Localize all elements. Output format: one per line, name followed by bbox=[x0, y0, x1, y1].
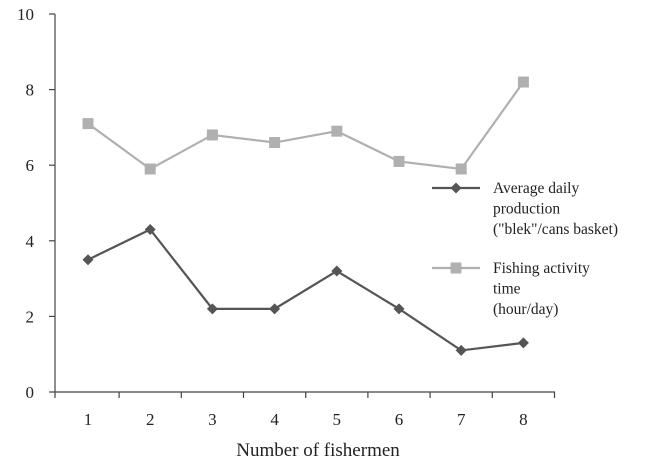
x-tick-label: 5 bbox=[333, 410, 342, 429]
legend: Average daily production ("blek"/cans bask… bbox=[432, 180, 618, 318]
series-fishing-activity-time bbox=[82, 76, 529, 175]
x-tick-label: 4 bbox=[270, 410, 279, 429]
y-tick-label: 8 bbox=[26, 81, 35, 100]
series-layer bbox=[82, 76, 529, 356]
data-point bbox=[393, 303, 405, 315]
data-point bbox=[206, 129, 218, 141]
data-point bbox=[517, 337, 529, 349]
series-line bbox=[87, 81, 525, 171]
y-tick-label: 2 bbox=[26, 307, 35, 326]
legend-item: Fishing activity time (hour/day) bbox=[432, 260, 590, 318]
legend-swatch-marker bbox=[450, 262, 462, 274]
legend-label: Fishing activity bbox=[493, 260, 590, 277]
x-tick-label: 8 bbox=[519, 410, 528, 429]
x-axis-title: Number of fishermen bbox=[236, 440, 400, 461]
x-axis-ticks: 1 2 3 4 5 6 7 8 bbox=[54, 392, 556, 429]
data-point bbox=[82, 254, 94, 266]
data-point bbox=[331, 265, 343, 277]
legend-label: time bbox=[493, 281, 521, 298]
y-tick-label: 0 bbox=[26, 383, 35, 402]
legend-item: Average daily production ("blek"/cans bask… bbox=[432, 180, 618, 238]
data-point bbox=[269, 137, 281, 149]
data-point bbox=[144, 223, 156, 235]
data-point bbox=[144, 163, 156, 175]
x-tick-label: 3 bbox=[208, 410, 217, 429]
legend-label: Average daily bbox=[493, 180, 579, 197]
y-tick-label: 4 bbox=[26, 232, 35, 251]
axes bbox=[54, 14, 555, 393]
data-point bbox=[455, 163, 467, 175]
x-tick-label: 1 bbox=[84, 410, 93, 429]
data-point bbox=[269, 303, 281, 315]
legend-label: production bbox=[493, 201, 560, 218]
series-line bbox=[87, 228, 524, 352]
x-tick-label: 2 bbox=[146, 410, 155, 429]
legend-label: (hour/day) bbox=[493, 301, 558, 318]
y-tick-label: 10 bbox=[17, 5, 34, 24]
y-axis-ticks: 0 2 4 6 8 10 bbox=[17, 5, 55, 402]
x-tick-label: 6 bbox=[395, 410, 404, 429]
data-point bbox=[455, 344, 467, 356]
data-point bbox=[517, 76, 529, 88]
x-tick-label: 7 bbox=[457, 410, 466, 429]
legend-swatch-marker bbox=[450, 182, 462, 194]
data-point bbox=[206, 303, 218, 315]
data-point bbox=[393, 155, 405, 167]
data-point bbox=[331, 125, 343, 137]
series-average-daily-production bbox=[82, 223, 529, 356]
y-tick-label: 6 bbox=[26, 156, 35, 175]
data-point bbox=[82, 118, 94, 130]
legend-label: ("blek"/cans basket) bbox=[493, 221, 618, 238]
